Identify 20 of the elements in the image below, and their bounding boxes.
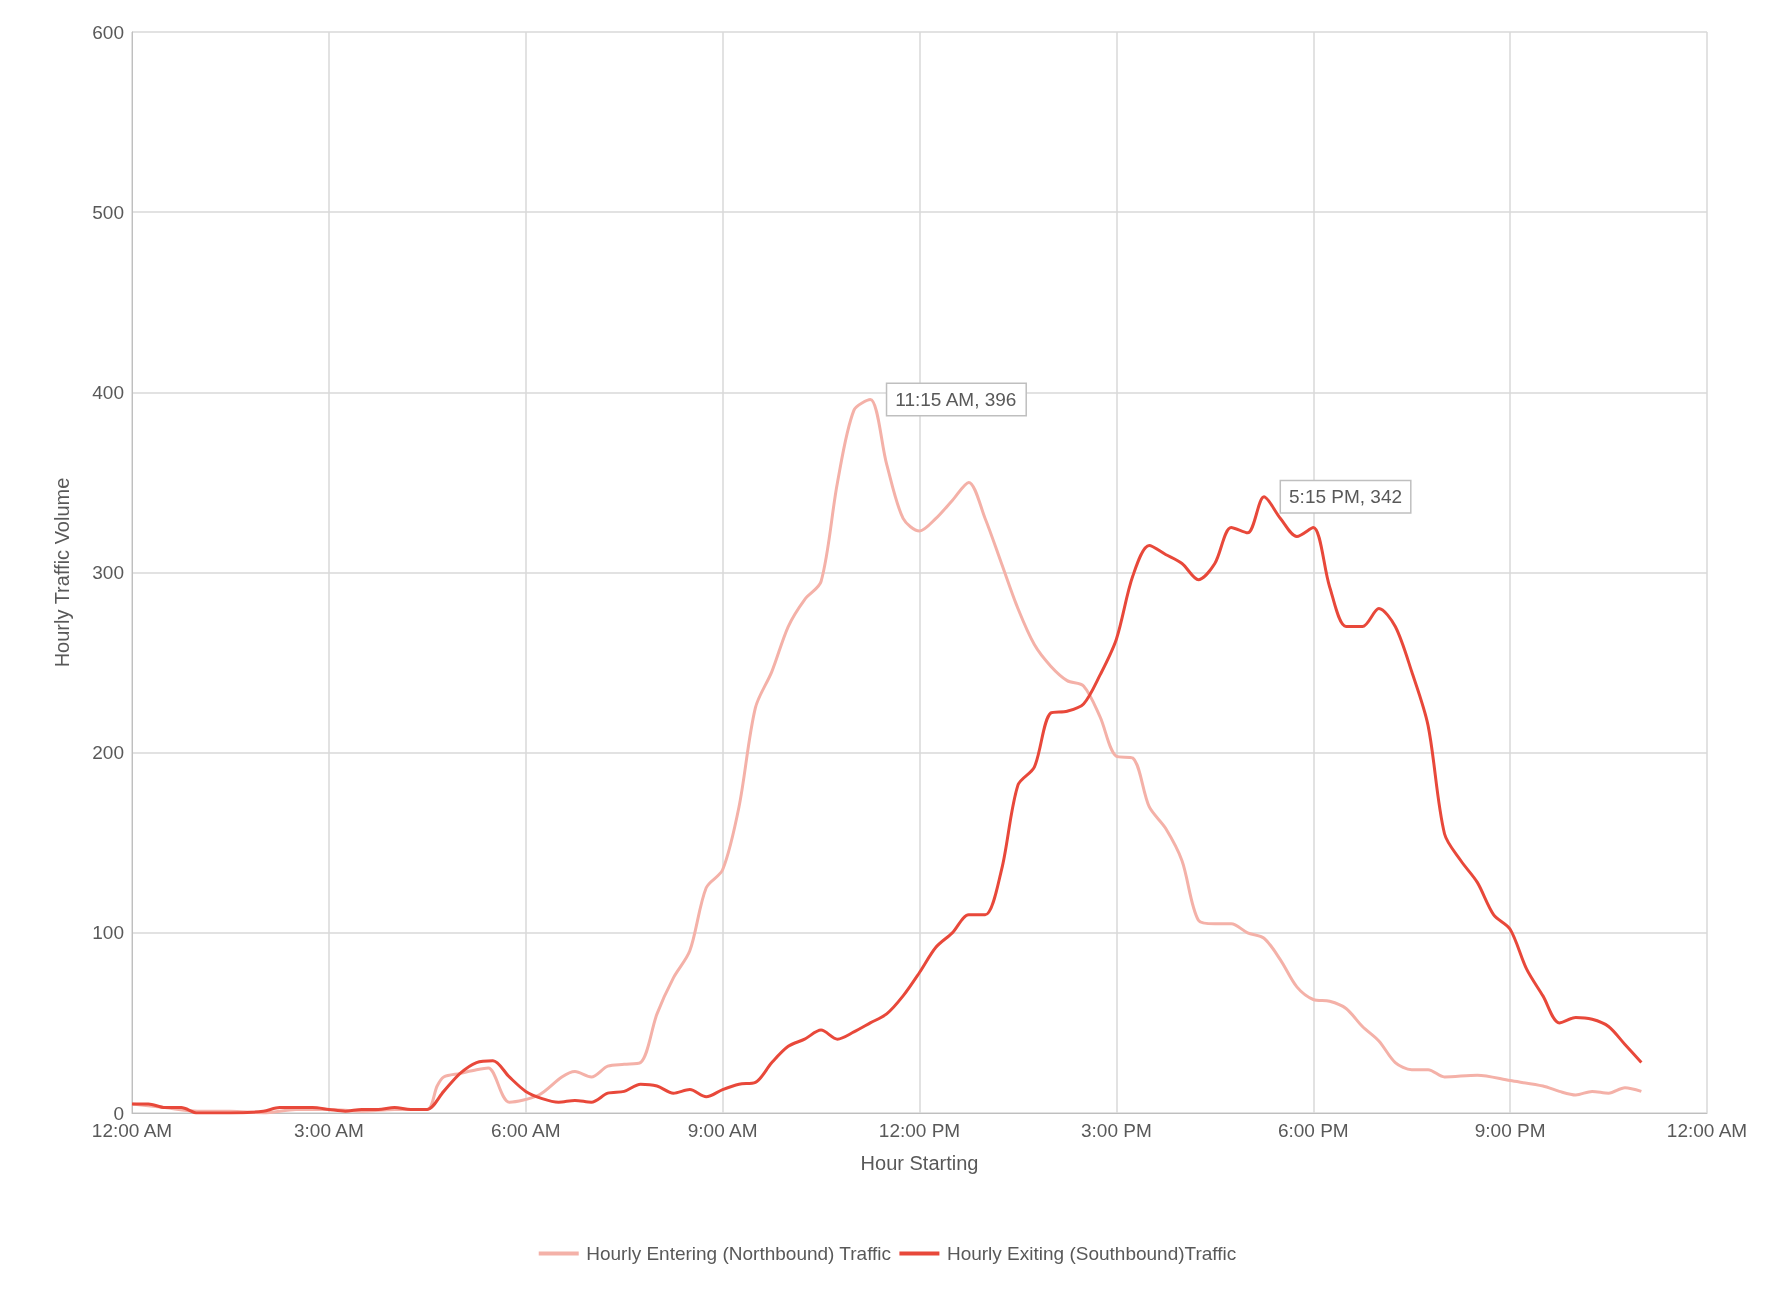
x-tick-label: 12:00 AM <box>1666 1120 1748 1141</box>
legend-label: Hourly Entering (Northbound) Traffic <box>586 1243 892 1264</box>
y-tick-label: 600 <box>92 21 124 43</box>
legend-label: Hourly Exiting (Southbound)Traffic <box>946 1243 1237 1264</box>
annotation: 11:15 AM, 396 <box>895 389 1017 411</box>
y-tick-label: 100 <box>92 922 124 944</box>
x-tick-label: 12:00 PM <box>878 1120 961 1141</box>
x-tick-label: 6:00 PM <box>1277 1120 1349 1141</box>
y-tick-label: 400 <box>92 381 124 403</box>
x-tick-label: 6:00 AM <box>490 1120 561 1141</box>
x-tick-label: 9:00 AM <box>687 1120 758 1141</box>
annotation: 5:15 PM, 342 <box>1289 486 1403 508</box>
x-tick-label: 3:00 PM <box>1080 1120 1152 1141</box>
y-tick-label: 500 <box>92 201 124 223</box>
x-tick-label: 3:00 AM <box>294 1120 364 1141</box>
y-axis-title: Hourly Traffic Volume <box>51 477 73 668</box>
y-tick-label: 300 <box>92 562 124 583</box>
y-tick-label: 200 <box>92 742 124 764</box>
x-tick-label: 9:00 PM <box>1474 1120 1546 1141</box>
x-axis-title: Hour Starting <box>860 1152 979 1174</box>
